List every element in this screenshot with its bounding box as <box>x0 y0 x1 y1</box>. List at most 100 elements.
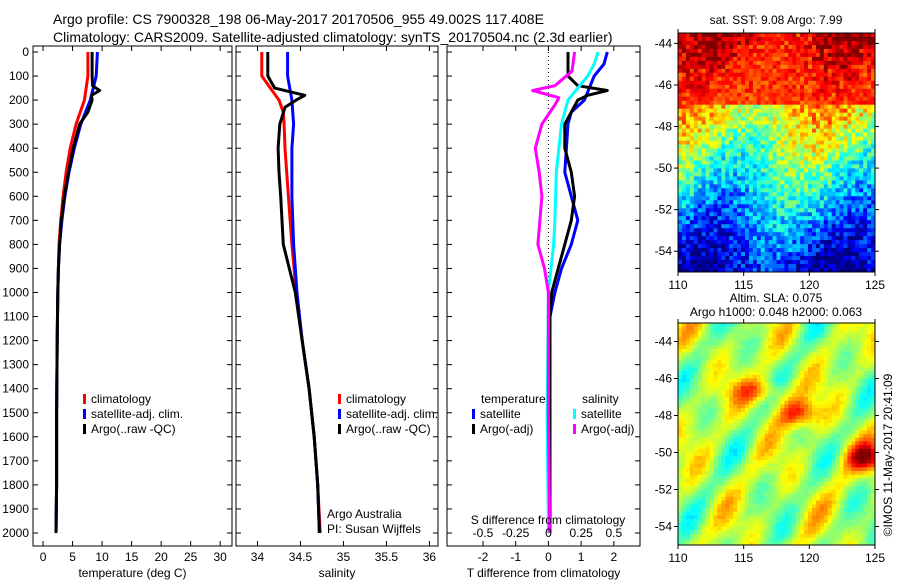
map-cell <box>737 356 742 361</box>
map-cell <box>867 196 872 201</box>
map-cell <box>697 192 703 197</box>
map-cell <box>823 360 829 365</box>
map-cell <box>681 156 687 161</box>
map-cell <box>788 240 793 245</box>
map-cell <box>843 244 848 249</box>
map-cell <box>709 144 714 149</box>
map-cell <box>713 156 718 161</box>
map-cell <box>752 348 758 354</box>
map-cell <box>764 152 770 157</box>
map-cell <box>823 252 829 257</box>
map-cell <box>760 374 766 379</box>
map-cell <box>819 216 825 221</box>
map-cell <box>748 196 754 201</box>
map-cell <box>764 419 770 424</box>
map-cell <box>701 330 706 335</box>
map-cell <box>701 156 706 161</box>
map-cell <box>725 152 730 157</box>
map-cell <box>796 352 801 357</box>
map-cell <box>689 236 695 241</box>
map-cell <box>693 252 699 257</box>
map-cell <box>855 45 860 50</box>
map-cell <box>812 268 817 273</box>
map-cell <box>717 88 722 94</box>
map-cell <box>748 216 754 221</box>
map-cell <box>685 144 691 149</box>
map-x-tick-label: 115 <box>734 278 753 292</box>
map-cell <box>725 323 730 328</box>
map-cell <box>780 37 785 42</box>
map-cell <box>847 168 852 173</box>
map-cell <box>815 164 821 169</box>
map-cell <box>760 232 766 237</box>
map-cell <box>812 48 817 54</box>
map-cell <box>859 68 864 74</box>
map-cell <box>701 124 706 130</box>
map-cell <box>768 260 773 265</box>
map-cell <box>729 164 734 169</box>
map-cell <box>741 371 746 376</box>
map-cell <box>819 76 825 82</box>
map-cell <box>776 84 781 90</box>
map-cell <box>752 404 758 409</box>
map-cell <box>729 367 734 372</box>
map-cell <box>709 426 714 431</box>
map-cell <box>705 256 710 261</box>
map-cell <box>713 116 718 122</box>
map-cell <box>796 136 801 142</box>
map-cell <box>788 120 793 126</box>
map-cell <box>756 430 762 435</box>
map-cell <box>780 76 785 82</box>
map-cell <box>768 445 773 450</box>
map-cell <box>835 80 840 86</box>
map-cell <box>827 393 833 398</box>
map-cell <box>859 52 864 58</box>
map-cell <box>678 404 683 409</box>
map-cell <box>713 356 718 361</box>
map-cell <box>863 411 868 416</box>
map-cell <box>693 140 699 146</box>
map-cell <box>725 400 730 405</box>
map-cell <box>867 220 872 225</box>
map-cell <box>725 260 730 265</box>
map-cell <box>713 220 718 225</box>
map-cell <box>701 337 706 342</box>
map-cell <box>752 184 758 189</box>
map-cell <box>819 220 825 225</box>
map-cell <box>764 92 770 98</box>
map-cell <box>709 371 714 376</box>
map-cell <box>685 64 691 70</box>
map-cell <box>689 430 695 435</box>
map-cell <box>772 104 777 110</box>
map-cell <box>737 192 742 197</box>
map-cell <box>843 326 848 331</box>
map-cell <box>867 430 872 435</box>
map-cell <box>681 164 687 169</box>
map-cell <box>729 112 734 118</box>
map-cell <box>835 374 840 379</box>
map-cell <box>709 160 714 165</box>
map-cell <box>808 148 813 153</box>
map-cell <box>709 100 714 106</box>
map-cell <box>681 132 687 138</box>
map-cell <box>693 188 699 193</box>
map-cell <box>764 397 770 402</box>
map-cell <box>808 441 813 446</box>
map-cell <box>717 192 722 197</box>
map-cell <box>859 196 864 201</box>
map-cell <box>689 72 695 78</box>
map-cell <box>827 104 833 110</box>
map-cell <box>721 348 726 354</box>
map-cell <box>689 88 695 94</box>
map-cell <box>772 419 777 424</box>
map-cell <box>701 140 706 146</box>
map-cell <box>871 100 876 106</box>
map-cell <box>729 104 734 110</box>
y-tick-label: 200 <box>9 93 29 107</box>
map-cell <box>733 152 738 157</box>
map-cell <box>804 393 809 398</box>
map-cell <box>737 156 742 161</box>
map-cell <box>772 84 777 90</box>
map-cell <box>737 236 742 241</box>
map-cell <box>725 367 730 372</box>
